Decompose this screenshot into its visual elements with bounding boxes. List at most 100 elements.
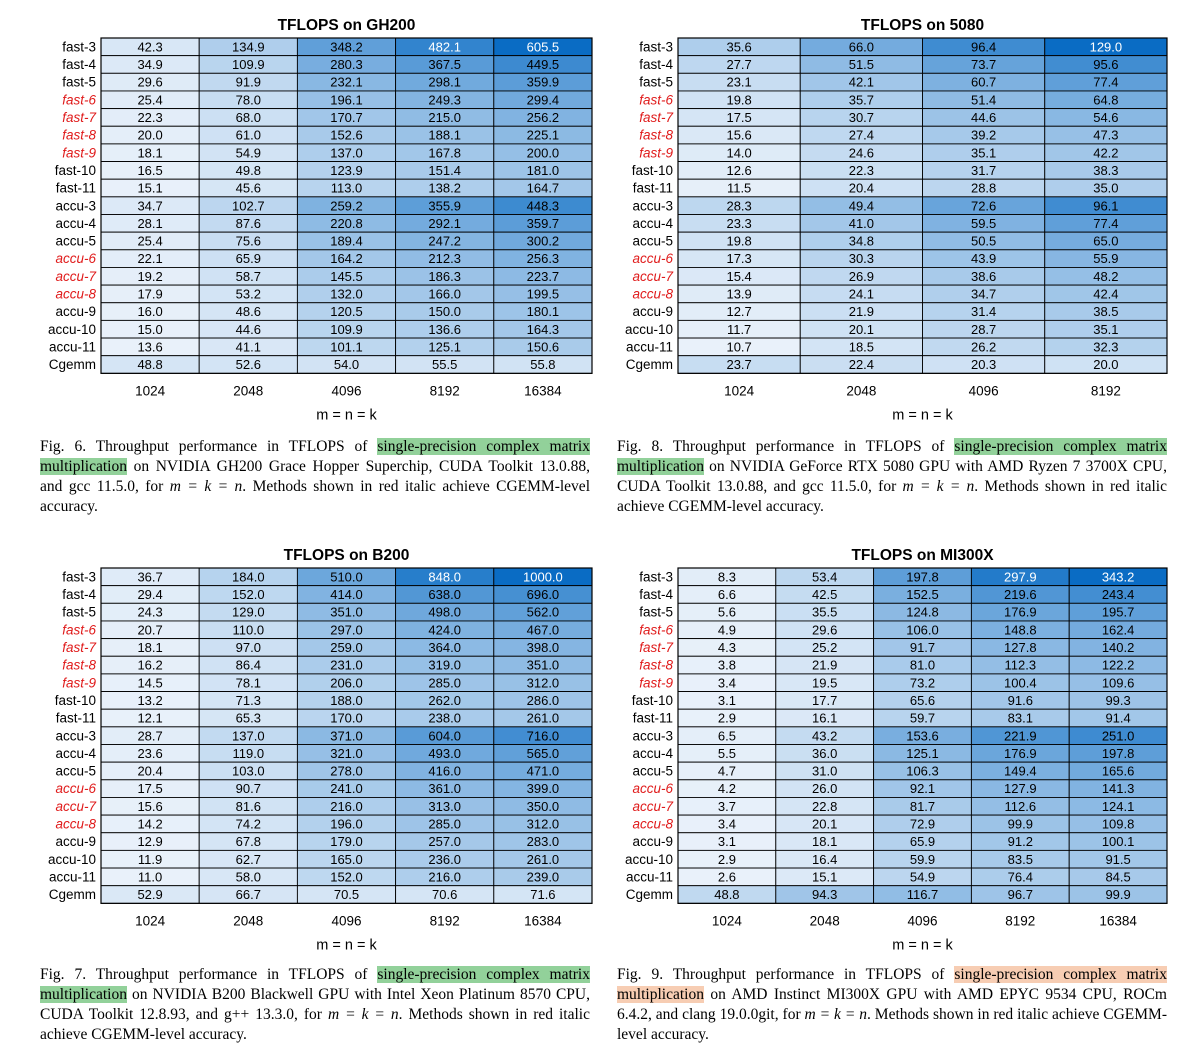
- cell-value-label: 35.1: [971, 145, 996, 160]
- cell-value-label: 136.6: [428, 322, 461, 337]
- cell-value-label: 29.6: [137, 75, 162, 90]
- cell-value-label: 14.2: [137, 817, 162, 832]
- cell-value-label: 48.2: [1093, 269, 1118, 284]
- cell-value-label: 96.1: [1093, 198, 1118, 213]
- cell-value-label: 215.0: [428, 110, 461, 125]
- caption-lead: Fig. 6. Throughput performance in TFLOPS…: [40, 438, 378, 455]
- x-axis-label: m = n = k: [892, 937, 953, 953]
- cell-value-label: 18.1: [137, 640, 162, 655]
- cell-value-label: 13.6: [137, 339, 162, 354]
- cell-value-label: 54.6: [1093, 110, 1118, 125]
- cell-value-label: 239.0: [527, 869, 560, 884]
- heatmap-mi300x: TFLOPS on MI300X 8.3 53.4 197.8 297.9 343.2 fa…: [625, 547, 1168, 953]
- row-label: accu-10: [48, 852, 96, 867]
- row-label: accu-8: [632, 817, 673, 832]
- cell-value-label: 259.0: [330, 640, 363, 655]
- cell-value-label: 67.8: [236, 834, 261, 849]
- column-tick-label: 4096: [331, 383, 361, 398]
- cell-value-label: 65.9: [910, 834, 935, 849]
- heatmap-rtx5080: TFLOPS on 5080 35.6 66.0 96.4 129.0 fast-3 27.…: [625, 17, 1168, 423]
- cell-value-label: 150.0: [428, 304, 461, 319]
- row-label: accu-4: [55, 216, 96, 231]
- row-label: fast-7: [639, 110, 673, 125]
- cell-value-label: 48.6: [236, 304, 261, 319]
- cell-value-label: 6.6: [718, 587, 736, 602]
- cell-value-label: 28.8: [971, 181, 996, 196]
- cell-value-label: 26.0: [812, 781, 837, 796]
- cell-value-label: 196.1: [330, 92, 363, 107]
- cell-value-label: 605.5: [527, 39, 560, 54]
- row-label: fast-8: [62, 658, 96, 673]
- cell-value-label: 90.7: [236, 781, 261, 796]
- caption-fig-7: Fig. 7. Throughput performance in TFLOPS…: [40, 965, 590, 1045]
- row-label: accu-8: [55, 817, 96, 832]
- cell-value-label: 65.0: [1093, 234, 1118, 249]
- row-label: accu-6: [55, 781, 96, 796]
- cell-value-label: 72.9: [910, 817, 935, 832]
- cell-value-label: 58.0: [236, 869, 261, 884]
- cell-value-label: 28.3: [726, 198, 751, 213]
- cell-value-label: 41.1: [236, 339, 261, 354]
- cell-value-label: 348.2: [330, 39, 363, 54]
- cell-value-label: 10.7: [726, 339, 751, 354]
- row-label: fast-3: [62, 569, 96, 584]
- cell-value-label: 36.7: [137, 569, 162, 584]
- cell-value-label: 12.9: [137, 834, 162, 849]
- cell-value-label: 20.1: [849, 322, 874, 337]
- row-label: fast-9: [639, 145, 673, 160]
- row-label: accu-9: [632, 304, 673, 319]
- caption-tail: . Methods shown in red italic achieve CG…: [617, 1006, 1167, 1043]
- row-label: fast-4: [62, 57, 96, 72]
- row-label: fast-9: [62, 675, 96, 690]
- cell-value-label: 18.1: [812, 834, 837, 849]
- cell-value-label: 11.5: [727, 181, 751, 196]
- cell-value-label: 19.2: [137, 269, 162, 284]
- caption-lead: Fig. 8. Throughput performance in TFLOPS…: [617, 438, 955, 455]
- column-tick-label: 8192: [1005, 913, 1035, 928]
- row-label: accu-11: [49, 339, 96, 354]
- caption-math: m = k = n: [902, 478, 975, 495]
- cell-value-label: 6.5: [718, 728, 736, 743]
- cell-value-label: 223.7: [527, 269, 560, 284]
- cell-value-label: 321.0: [330, 746, 363, 761]
- cell-value-label: 124.8: [906, 605, 939, 620]
- row-label: fast-10: [55, 693, 96, 708]
- cell-value-label: 467.0: [527, 622, 560, 637]
- cell-value-label: 75.6: [236, 234, 261, 249]
- cell-value-label: 21.9: [849, 304, 874, 319]
- column-tick-label: 1024: [135, 913, 166, 928]
- cell-value-label: 15.1: [812, 869, 837, 884]
- cell-value-label: 43.2: [812, 728, 837, 743]
- cell-value-label: 510.0: [330, 569, 363, 584]
- row-label: fast-8: [62, 128, 96, 143]
- cell-value-label: 236.0: [428, 852, 461, 867]
- cell-value-label: 256.2: [527, 110, 560, 125]
- cell-value-label: 122.2: [1102, 658, 1135, 673]
- cell-value-label: 343.2: [1102, 569, 1135, 584]
- cell-value-label: 48.8: [714, 887, 739, 902]
- cell-value-label: 25.4: [137, 234, 162, 249]
- column-tick-label: 4096: [969, 383, 999, 398]
- row-label: accu-10: [48, 322, 96, 337]
- cell-value-label: 186.3: [428, 269, 461, 284]
- row-label: fast-8: [639, 128, 673, 143]
- cell-value-label: 112.6: [1005, 799, 1037, 814]
- chart-title: TFLOPS on MI300X: [851, 547, 994, 564]
- cell-value-label: 106.0: [906, 622, 939, 637]
- row-label: accu-5: [55, 764, 96, 779]
- cell-value-label: 35.0: [1093, 181, 1118, 196]
- cell-value-label: 42.3: [137, 39, 162, 54]
- cell-value-label: 65.6: [910, 693, 935, 708]
- cell-value-label: 162.4: [1102, 622, 1135, 637]
- cell-value-label: 562.0: [527, 605, 560, 620]
- cell-value-label: 359.9: [527, 75, 560, 90]
- cell-value-label: 74.2: [236, 817, 261, 832]
- cell-value-label: 312.0: [527, 675, 560, 690]
- cell-value-label: 41.0: [849, 216, 874, 231]
- cell-value-label: 23.6: [137, 746, 162, 761]
- cell-value-label: 48.8: [137, 357, 162, 372]
- cell-value-label: 20.0: [137, 128, 162, 143]
- cell-value-label: 95.6: [1093, 57, 1118, 72]
- cell-value-label: 297.9: [1004, 569, 1037, 584]
- cell-value-label: 132.0: [330, 287, 363, 302]
